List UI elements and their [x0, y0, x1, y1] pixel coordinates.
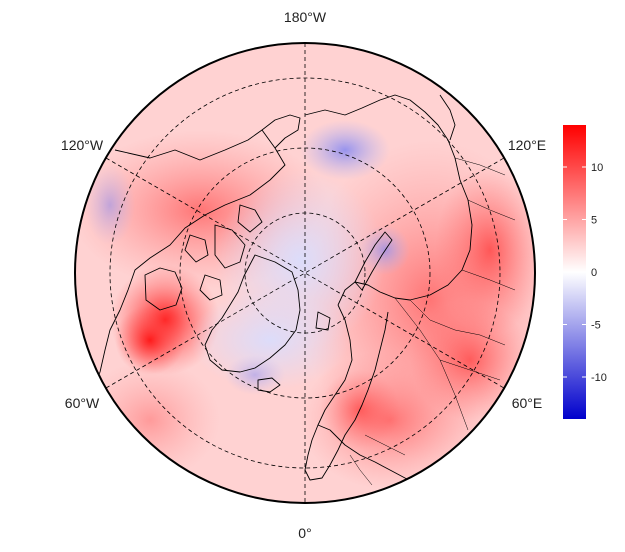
scandinavia-coast: [304, 304, 389, 481]
colorbar-tick-label: 10: [591, 162, 603, 174]
colorbar-tick-label: 0: [591, 267, 597, 279]
svalbard-coast: [315, 311, 331, 331]
colorbar-tick-label: -10: [591, 372, 607, 384]
lon-label-60w: 60°W: [65, 395, 100, 411]
graticule: [105, 43, 505, 503]
novaya-zemlya-coast: [354, 231, 393, 291]
kamchatka-coast: [439, 94, 456, 141]
anomaly-field: [75, 43, 535, 503]
iceland-coast: [257, 377, 281, 393]
country-borders: [349, 157, 516, 486]
colorbar-gradient: [563, 125, 586, 419]
north-america-coast: [89, 129, 286, 396]
lon-label-60e: 60°E: [512, 395, 543, 411]
greenland-coast: [204, 254, 301, 373]
lon-label-180w: 180°W: [284, 9, 327, 25]
alaska-coast: [261, 114, 301, 149]
map-boundary: [74, 42, 536, 504]
lon-label-120w: 120°W: [61, 137, 104, 153]
colorbar-tick-label: 5: [591, 215, 597, 227]
colorbar-ticks: 10 5 0 -5 -10: [563, 162, 607, 384]
lon-label-0: 0°: [298, 525, 311, 541]
hudson-bay-coast: [144, 267, 183, 311]
colorbar: 10 5 0 -5 -10: [563, 125, 607, 419]
lon-label-120e: 120°E: [508, 137, 546, 153]
colorbar-tick-label: -5: [591, 320, 601, 332]
canadian-archipelago-coast: [184, 204, 263, 301]
